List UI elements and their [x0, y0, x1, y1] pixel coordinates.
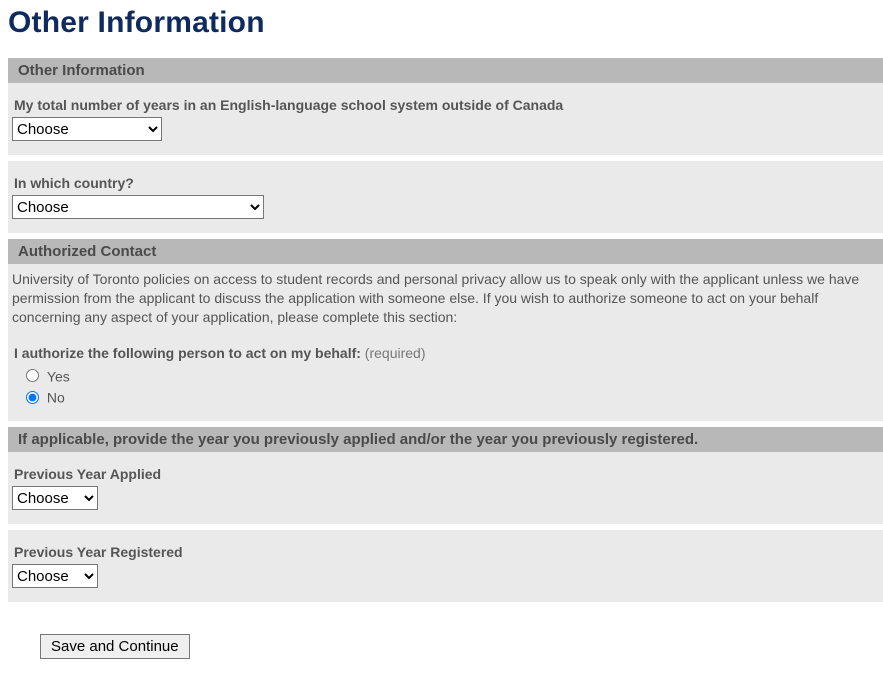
- label-authorize-text: I authorize the following person to act …: [14, 345, 361, 361]
- label-authorize: I authorize the following person to act …: [12, 345, 883, 361]
- radio-label-yes[interactable]: Yes: [47, 368, 70, 384]
- panel-country: In which country? Choose: [8, 161, 883, 233]
- label-country: In which country?: [12, 175, 883, 191]
- section-header-previous-years: If applicable, provide the year you prev…: [8, 427, 883, 452]
- select-prev-applied[interactable]: Choose: [12, 486, 98, 510]
- label-authorize-required: (required): [365, 345, 426, 361]
- panel-authorize: I authorize the following person to act …: [8, 337, 883, 422]
- radio-label-no[interactable]: No: [47, 389, 65, 405]
- label-years-english: My total number of years in an English-l…: [12, 97, 883, 113]
- radio-authorize-yes[interactable]: [26, 369, 39, 382]
- section-header-other-info: Other Information: [8, 58, 883, 83]
- panel-prev-registered: Previous Year Registered Choose: [8, 530, 883, 602]
- panel-prev-applied: Previous Year Applied Choose: [8, 452, 883, 524]
- save-continue-button[interactable]: Save and Continue: [40, 634, 190, 659]
- select-country[interactable]: Choose: [12, 195, 264, 219]
- select-years-english[interactable]: Choose: [12, 117, 162, 141]
- label-prev-registered: Previous Year Registered: [12, 544, 883, 560]
- select-prev-registered[interactable]: Choose: [12, 564, 98, 588]
- section-header-authorized-contact: Authorized Contact: [8, 239, 883, 264]
- authorized-contact-note: University of Toronto policies on access…: [8, 264, 883, 337]
- panel-years: My total number of years in an English-l…: [8, 83, 883, 155]
- radio-authorize-no[interactable]: [26, 391, 39, 404]
- label-prev-applied: Previous Year Applied: [12, 466, 883, 482]
- page-title: Other Information: [8, 6, 883, 40]
